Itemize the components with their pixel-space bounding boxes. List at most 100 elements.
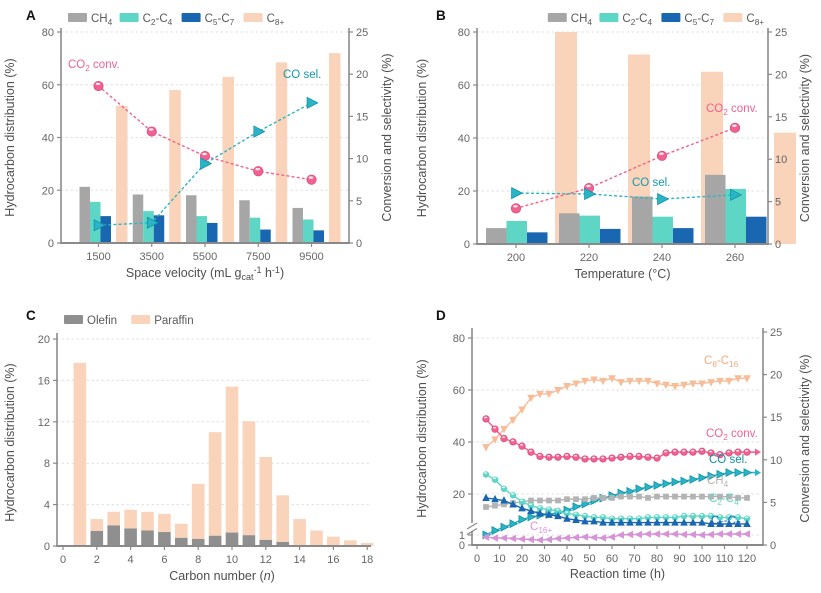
legend-swatch-c5-c7 xyxy=(661,13,681,22)
x-axis-title: Reaction time (h) xyxy=(570,567,665,581)
svg-text:0: 0 xyxy=(770,540,776,552)
svg-text:80: 80 xyxy=(458,27,470,39)
legend-label-ch4: CH4 xyxy=(571,13,593,27)
x-axis-title: Temperature (°C) xyxy=(575,267,671,281)
series-label-ch4: CH4 xyxy=(707,475,729,489)
bar-c2-c4-9500 xyxy=(303,219,314,243)
svg-text:12: 12 xyxy=(38,417,50,429)
bar-c2-c4-5500 xyxy=(196,216,207,243)
svg-text:70: 70 xyxy=(628,553,640,565)
legend-label-olefin: Olefin xyxy=(87,315,117,327)
bar-ch4-1500 xyxy=(79,186,90,243)
svg-text:25: 25 xyxy=(770,327,782,339)
bar-paraffin-n12 xyxy=(259,456,273,540)
bar-paraffin-n16 xyxy=(327,536,340,546)
bar-paraffin-n15 xyxy=(310,530,323,546)
svg-text:8: 8 xyxy=(195,554,201,566)
svg-text:12: 12 xyxy=(260,554,272,566)
svg-text:260: 260 xyxy=(726,252,744,264)
bar-paraffin-n17 xyxy=(344,540,357,546)
panel-a-letter: A xyxy=(26,8,36,23)
svg-text:9500: 9500 xyxy=(299,251,323,263)
series-c5-c7 xyxy=(482,493,751,527)
y-axis-title-right: Conversion and selectivity (%) xyxy=(798,354,812,522)
bar-c2-c4-260 xyxy=(725,188,746,244)
line-series-co-sel: CO sel. xyxy=(511,177,743,206)
svg-text:200: 200 xyxy=(507,252,525,264)
y-axis-title-left: Hydrocarbon distribution (%) xyxy=(3,363,17,521)
legend-label-c5-c7: C5-C7 xyxy=(684,13,714,27)
svg-text:40: 40 xyxy=(453,437,465,449)
svg-text:0: 0 xyxy=(464,239,470,251)
series-c8-c16 xyxy=(482,375,751,452)
svg-text:0: 0 xyxy=(775,239,781,251)
bar-c8-7500 xyxy=(275,62,288,243)
bar-paraffin-n10 xyxy=(225,386,239,533)
bar-c2-c4-220 xyxy=(579,215,600,244)
bar-ch4-260 xyxy=(705,174,726,244)
bar-c5-c7-9500 xyxy=(313,230,324,243)
svg-text:30: 30 xyxy=(538,553,550,565)
svg-text:20: 20 xyxy=(516,553,528,565)
svg-text:3500: 3500 xyxy=(140,251,164,263)
svg-text:90: 90 xyxy=(673,553,685,565)
legend-label-c8: C8+ xyxy=(267,13,285,27)
svg-text:10: 10 xyxy=(226,554,238,566)
series-c2-c4 xyxy=(482,471,751,522)
series-c16 xyxy=(481,530,751,544)
series-label-co2-conv: CO2 conv. xyxy=(706,103,758,117)
svg-text:110: 110 xyxy=(716,553,734,565)
bar-c5-c7-220 xyxy=(600,228,621,244)
bar-paraffin-n5 xyxy=(141,511,154,531)
panel-c: C 0 4 8 12 16 20 0 2 4 6 8 10 12 14 16 18 Carbon number … xyxy=(0,300,410,593)
bar-c5-c7-240 xyxy=(673,228,694,244)
svg-text:20: 20 xyxy=(38,334,50,346)
svg-text:2: 2 xyxy=(94,554,100,566)
bar-paraffin-n13 xyxy=(276,495,289,542)
bar-c8-200 xyxy=(555,32,577,244)
series-label-co-sel: CO sel. xyxy=(709,454,747,466)
panel-c-chart: 0 4 8 12 16 20 0 2 4 6 8 10 12 14 16 18 Carbon number (n… xyxy=(3,315,374,583)
gridlines xyxy=(476,31,769,192)
line-series-co-sel: CO sel. xyxy=(93,69,321,232)
bar-paraffin-n2 xyxy=(90,519,104,531)
bar-c5-c7-5500 xyxy=(207,222,218,243)
svg-text:15: 15 xyxy=(775,112,787,124)
svg-text:20: 20 xyxy=(42,185,54,197)
svg-text:8: 8 xyxy=(44,458,50,470)
series xyxy=(481,375,761,544)
panel-b-letter: B xyxy=(436,8,446,23)
y-axis-title-right: Conversion and selectivity (%) xyxy=(798,54,812,222)
legend-swatch-c2-c4 xyxy=(119,13,139,22)
legend-label-c2-c4: C2-C4 xyxy=(622,13,652,27)
bar-groups xyxy=(486,32,796,245)
svg-text:5500: 5500 xyxy=(193,251,217,263)
legend-label-ch4: CH4 xyxy=(91,13,113,27)
line-series-co2-conv: CO2 conv. xyxy=(510,103,758,214)
axes: 0 20 40 60 80 0 5 10 15 20 25 1500 3500 5500 7500 9500 xyxy=(42,27,369,263)
bar-c2-c4-7500 xyxy=(249,217,261,243)
svg-text:25: 25 xyxy=(775,27,787,39)
bar-olefin-n2 xyxy=(90,530,104,546)
svg-text:25: 25 xyxy=(356,27,368,39)
legend-swatch-paraffin xyxy=(131,315,151,324)
svg-text:20: 20 xyxy=(453,489,465,501)
svg-text:18: 18 xyxy=(361,554,373,566)
svg-text:20: 20 xyxy=(770,370,782,382)
legend-swatch-ch4 xyxy=(547,13,567,22)
svg-text:220: 220 xyxy=(580,252,598,264)
svg-text:50: 50 xyxy=(583,553,595,565)
svg-text:6: 6 xyxy=(161,554,167,566)
svg-text:0: 0 xyxy=(474,553,480,565)
bar-olefin-n3 xyxy=(107,525,120,546)
bar-paraffin-n1 xyxy=(73,362,87,546)
bar-ch4-240 xyxy=(632,196,653,244)
series-co2-conv xyxy=(482,415,761,463)
bar-ch4-200 xyxy=(486,228,507,244)
bar-c8-260 xyxy=(774,132,796,244)
legend-label-c5-c7: C5-C7 xyxy=(205,13,235,27)
panel-a-chart: CO2 conv. CO sel. 0 20 40 60 80 0 5 10 15 20 25 1500 3… xyxy=(3,13,394,282)
bar-paraffin-n9 xyxy=(208,432,222,536)
series-label-co-sel: CO sel. xyxy=(632,177,670,189)
